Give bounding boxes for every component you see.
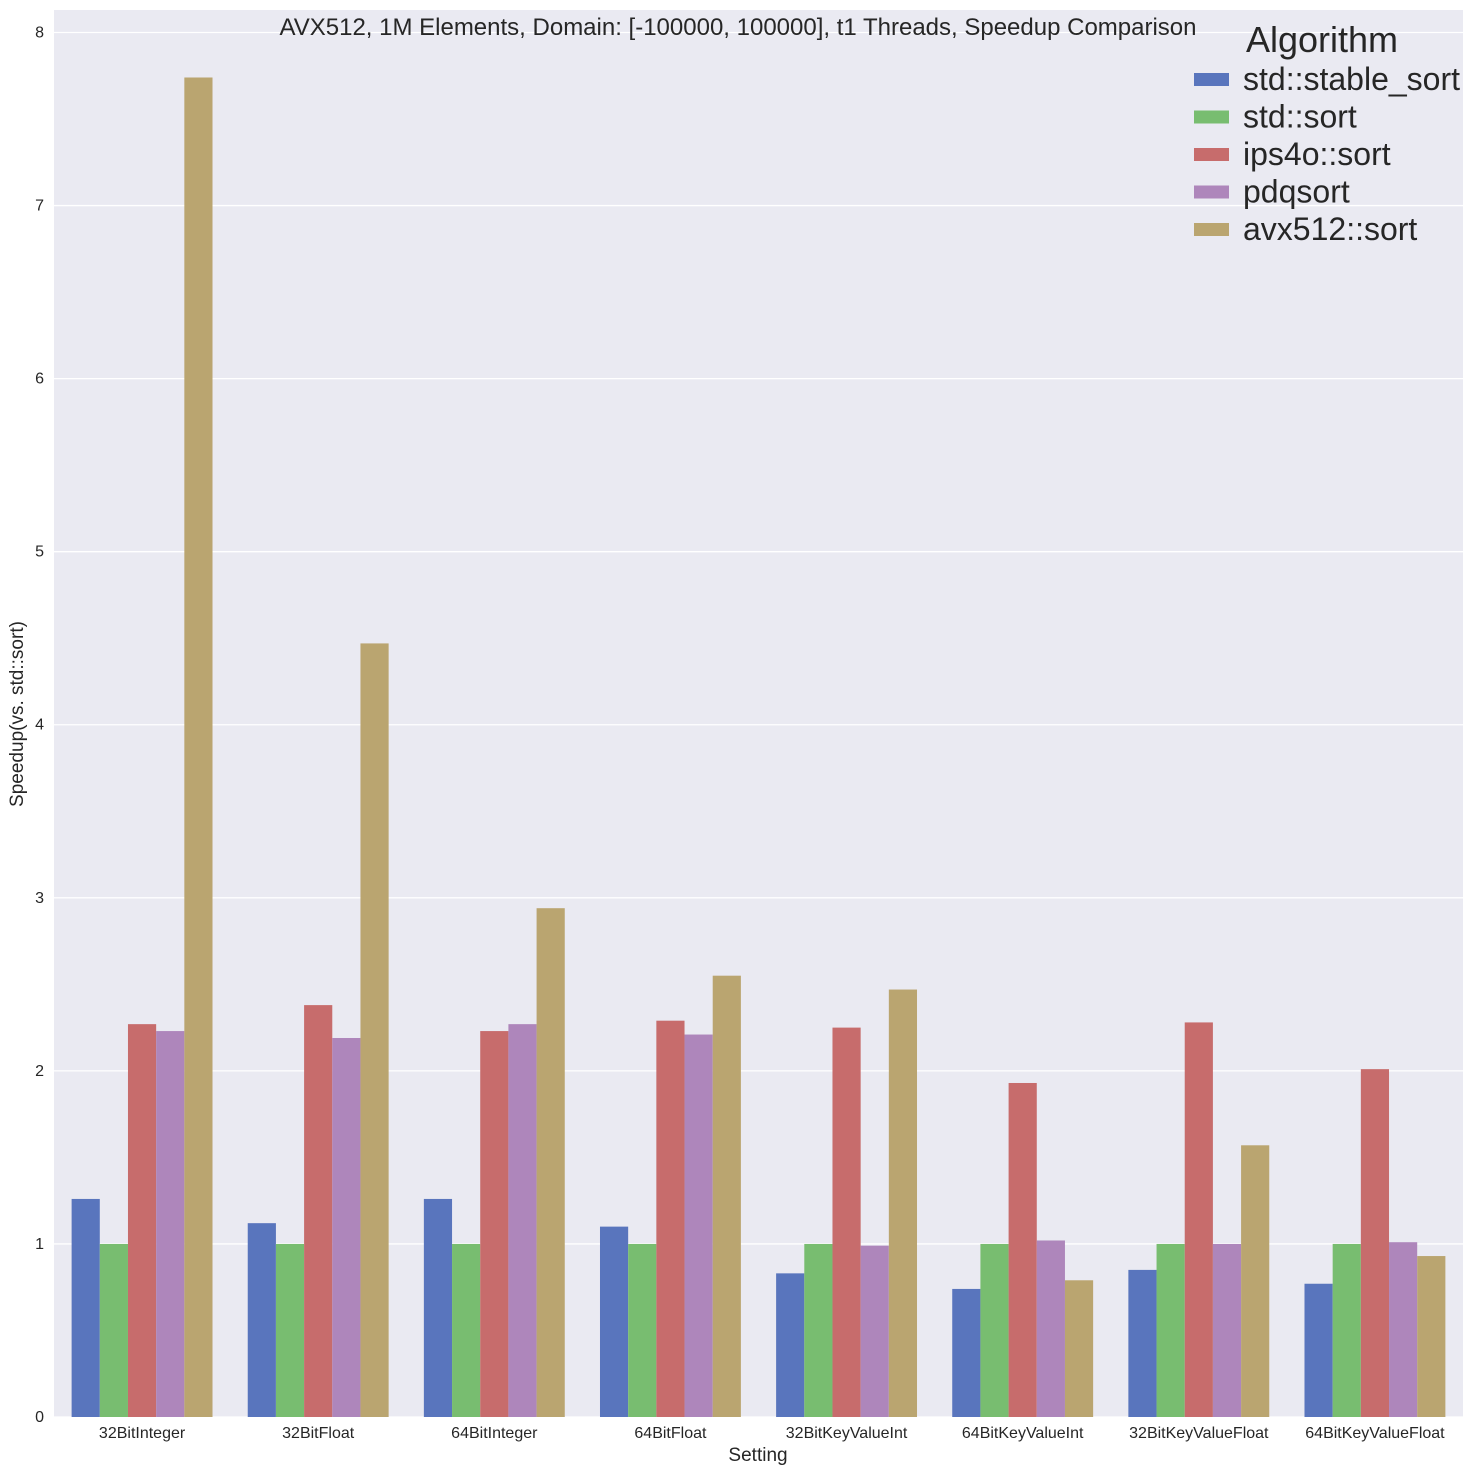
legend-swatch [1194,110,1229,124]
bar [1360,1069,1390,1417]
bar [480,1031,509,1417]
legend-label: pdqsort [1243,174,1350,210]
legend-label: ips4o::sort [1243,136,1391,172]
y-tick-label: 1 [35,1236,44,1253]
bar [275,1243,305,1417]
y-tick-labels: 0 1 2 3 4 5 6 7 8 [35,24,44,1426]
y-tick-label: 2 [35,1063,44,1080]
bar [423,1198,453,1417]
bar [156,1031,185,1417]
bar [1036,1240,1065,1417]
bar [804,1243,833,1417]
bar [1389,1242,1418,1417]
bar [1241,1145,1270,1417]
legend-swatch [1194,73,1229,86]
bar [332,1037,361,1417]
bar [888,989,918,1417]
legend-swatch [1194,185,1229,199]
bar [71,1198,100,1417]
legend-swatch [1194,223,1229,236]
bar [656,1020,685,1417]
bar [832,1027,861,1417]
x-tick-labels: 32BitInteger 32BitFloat 64BitInteger 64BitF… [99,1425,1445,1442]
legend-label: std::sort [1243,99,1357,135]
y-tick-label: 7 [35,198,44,215]
y-tick-label: 5 [35,544,44,561]
bar [1417,1256,1446,1417]
plot-background [54,10,1463,1417]
y-tick-label: 3 [35,890,44,907]
x-tick-label: 64BitInteger [451,1425,538,1442]
legend-title: Algorithm [1246,19,1398,60]
bar [1008,1082,1037,1417]
bar [599,1226,629,1417]
y-tick-label: 4 [35,717,44,734]
legend-swatch [1194,148,1229,161]
bar [1332,1243,1361,1417]
x-tick-label: 64BitKeyValueFloat [1305,1425,1445,1442]
legend-label: std::stable_sort [1243,61,1460,97]
y-tick-label: 0 [35,1409,44,1426]
bar [1128,1269,1157,1417]
bar [508,1024,537,1417]
bar [980,1243,1009,1417]
bar [184,77,213,1417]
x-axis-label: Setting [728,1445,787,1466]
bar [1212,1243,1242,1417]
bar [712,975,741,1417]
legend: Algorithm std::stable_sortstd::sortips4o… [1194,19,1460,247]
chart-title: AVX512, 1M Elements, Domain: [-100000, 1… [280,14,1197,41]
bar [684,1034,713,1417]
bars [71,77,1446,1417]
y-tick-label: 6 [35,371,44,388]
legend-label: avx512::sort [1243,211,1417,247]
bar [536,908,565,1417]
y-tick-label: 8 [35,24,44,41]
bar [360,643,389,1417]
bar [247,1223,276,1417]
bar [1064,1280,1094,1417]
x-tick-label: 32BitKeyValueInt [786,1425,908,1442]
bar [304,1005,333,1417]
x-tick-label: 64BitFloat [634,1425,707,1442]
bar [628,1243,657,1417]
x-tick-label: 32BitFloat [282,1425,355,1442]
bar [127,1024,157,1417]
y-axis-label: Speedup(vs. std::sort) [7,621,28,807]
x-tick-label: 32BitInteger [99,1425,186,1442]
bar [1156,1243,1185,1417]
x-tick-label: 64BitKeyValueInt [962,1425,1084,1442]
x-tick-label: 32BitKeyValueFloat [1129,1425,1269,1442]
bar [452,1243,481,1417]
bar [1304,1283,1333,1417]
bar [776,1273,805,1417]
bar [99,1243,128,1417]
bar [1184,1022,1213,1417]
bar [952,1288,981,1417]
bar [860,1245,889,1417]
